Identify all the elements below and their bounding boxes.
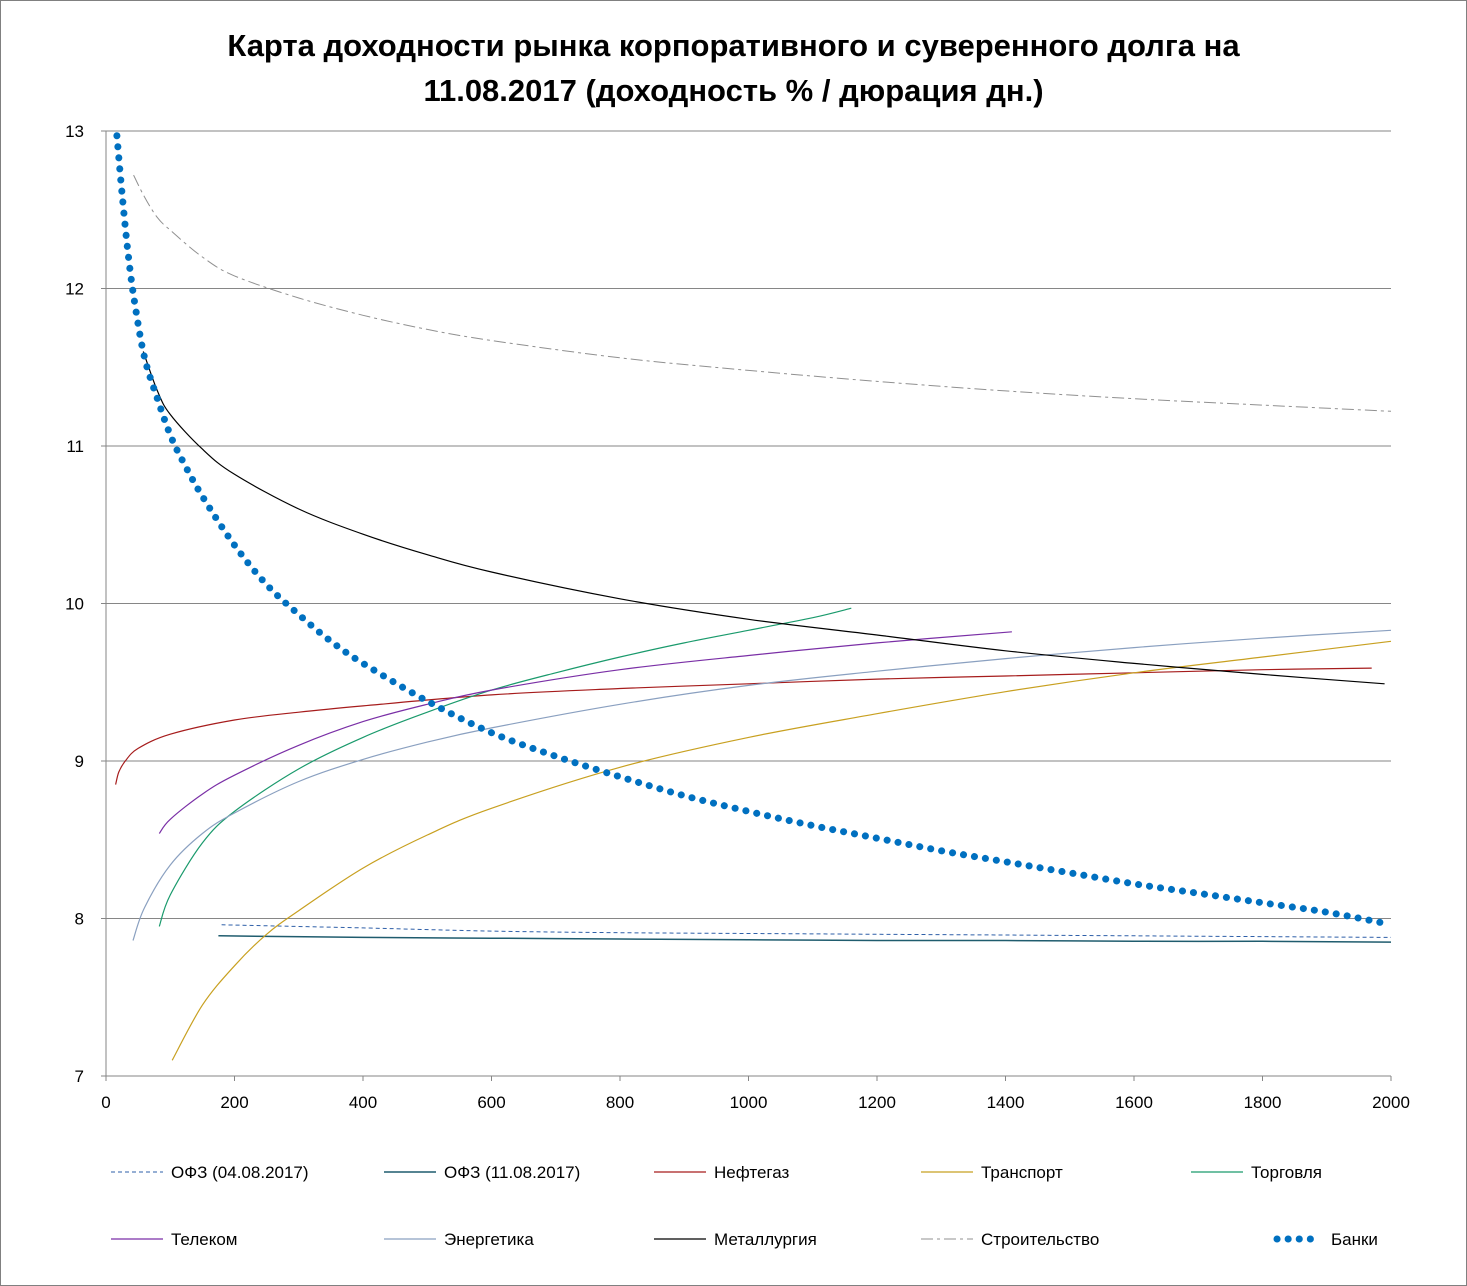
legend-label: Торговля xyxy=(1251,1163,1322,1182)
x-tick-label: 1800 xyxy=(1244,1093,1282,1112)
x-tick-label: 0 xyxy=(101,1093,110,1112)
legend-item-1: ОФЗ (04.08.2017) xyxy=(111,1163,309,1182)
legend: ОФЗ (04.08.2017) ОФЗ (11.08.2017) Нефтегаз… xyxy=(111,1163,1378,1249)
legend-label: Энергетика xyxy=(444,1230,534,1249)
series-line-10 xyxy=(113,132,1389,927)
axes: 7 8 9 10 11 12 13 0 200 400 600 800 1000 1200 1400 1600… xyxy=(65,122,1410,1112)
legend-item-10: Банки xyxy=(1273,1230,1378,1249)
legend-item-6: Телеком xyxy=(111,1230,237,1249)
y-tick-label: 9 xyxy=(75,752,84,771)
y-tick-label: 11 xyxy=(66,437,84,456)
legend-label: ОФЗ (04.08.2017) xyxy=(171,1163,309,1182)
series-line-1 xyxy=(221,924,1392,938)
y-tick-label: 8 xyxy=(75,910,84,929)
series-line-8 xyxy=(142,351,1385,685)
legend-label: Банки xyxy=(1331,1230,1378,1249)
chart-title-line-1: Карта доходности рынка корпоративного и … xyxy=(227,28,1240,63)
y-tick-label: 12 xyxy=(65,280,84,299)
chart-title-line-2: 11.08.2017 (доходность % / дюрация дн.) xyxy=(423,73,1044,108)
x-tick-label: 200 xyxy=(220,1093,248,1112)
legend-item-2: ОФЗ (11.08.2017) xyxy=(384,1163,580,1182)
legend-label: Транспорт xyxy=(981,1163,1063,1182)
legend-item-9: Строительство xyxy=(921,1230,1099,1249)
grid-lines xyxy=(106,130,1391,919)
chart-title: Карта доходности рынка корпоративного и … xyxy=(1,23,1466,113)
series-line-4 xyxy=(171,640,1392,1061)
series-line-7 xyxy=(132,629,1392,941)
series-line-6 xyxy=(158,631,1012,834)
x-tick-label: 2000 xyxy=(1372,1093,1410,1112)
legend-label: Строительство xyxy=(981,1230,1099,1249)
legend-label: ОФЗ (11.08.2017) xyxy=(444,1163,580,1182)
series-line-3 xyxy=(115,667,1372,785)
legend-label: Нефтегаз xyxy=(714,1163,789,1182)
y-tick-label: 7 xyxy=(75,1067,84,1086)
legend-label: Телеком xyxy=(171,1230,237,1249)
y-tick-label: 10 xyxy=(65,595,84,614)
x-tick-label: 600 xyxy=(477,1093,505,1112)
series-line-2 xyxy=(218,935,1392,943)
series-lines xyxy=(113,132,1392,1061)
x-tick-label: 400 xyxy=(349,1093,377,1112)
x-tick-label: 800 xyxy=(606,1093,634,1112)
x-tick-label: 1200 xyxy=(858,1093,896,1112)
x-tick-label: 1000 xyxy=(730,1093,768,1112)
series-line-5 xyxy=(158,607,852,927)
x-tick-label: 1400 xyxy=(987,1093,1025,1112)
y-tick-label: 13 xyxy=(65,122,84,141)
legend-item-5: Торговля xyxy=(1191,1163,1322,1182)
legend-item-4: Транспорт xyxy=(921,1163,1063,1182)
legend-item-3: Нефтегаз xyxy=(654,1163,789,1182)
legend-item-8: Металлургия xyxy=(654,1230,817,1249)
series-line-9 xyxy=(133,174,1392,412)
legend-label: Металлургия xyxy=(714,1230,817,1249)
legend-item-7: Энергетика xyxy=(384,1230,534,1249)
x-tick-label: 1600 xyxy=(1115,1093,1153,1112)
